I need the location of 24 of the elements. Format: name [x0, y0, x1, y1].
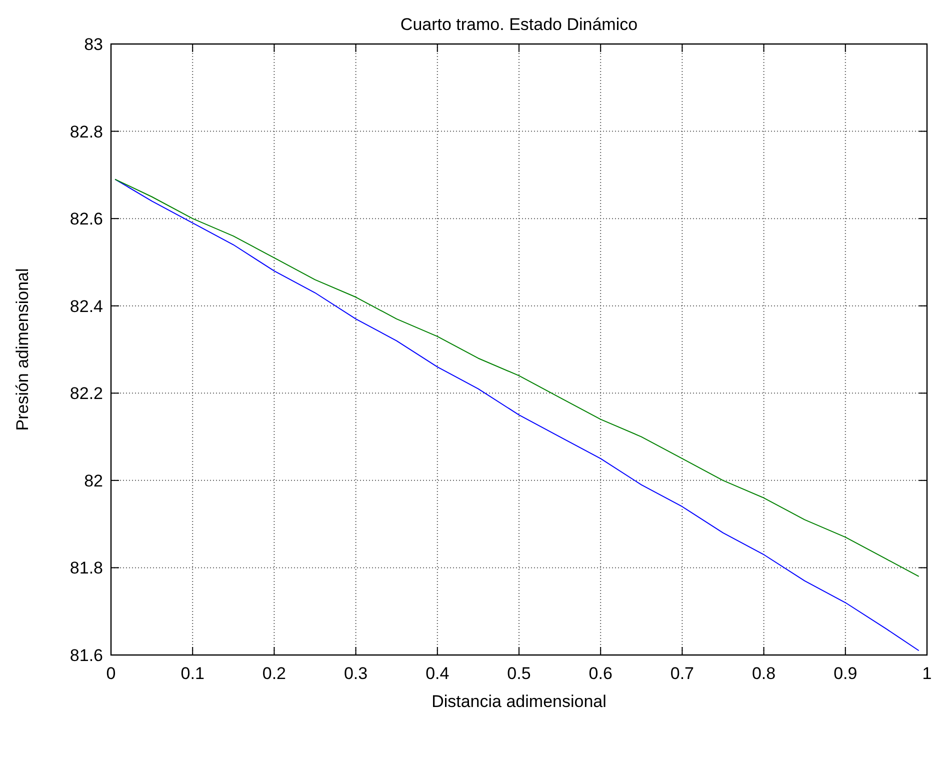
y-tick-label: 83 [84, 35, 103, 54]
x-tick-label: 0.1 [180, 664, 204, 683]
y-tick-label: 82.4 [70, 296, 103, 316]
x-tick-label: 0.5 [507, 664, 531, 683]
x-tick-label: 0.2 [262, 664, 286, 683]
chart-title: Cuarto tramo. Estado Dinámico [400, 15, 638, 34]
x-tick-label: 1 [922, 664, 932, 683]
x-tick-label: 0.4 [426, 664, 450, 683]
x-tick-label: 0 [106, 664, 116, 683]
y-tick-label: 81.8 [70, 558, 103, 578]
y-tick-label: 82.6 [70, 210, 103, 229]
line-series [114, 178, 920, 577]
y-tick-label: 82.8 [70, 122, 103, 142]
y-tick-label: 81.6 [70, 646, 103, 665]
x-tick-label: 0.6 [588, 664, 612, 683]
y-axis-title: Presión adimensional [13, 268, 32, 431]
y-tick-label: 82 [84, 471, 103, 490]
line-series [114, 178, 920, 652]
x-tick-label: 0.7 [670, 664, 694, 683]
x-tick-label: 0.3 [344, 664, 368, 683]
x-axis-title: Distancia adimensional [432, 692, 606, 711]
x-tick-label: 0.8 [752, 664, 776, 683]
y-tick-label: 82.2 [70, 384, 103, 404]
x-tick-label: 0.9 [834, 664, 858, 683]
